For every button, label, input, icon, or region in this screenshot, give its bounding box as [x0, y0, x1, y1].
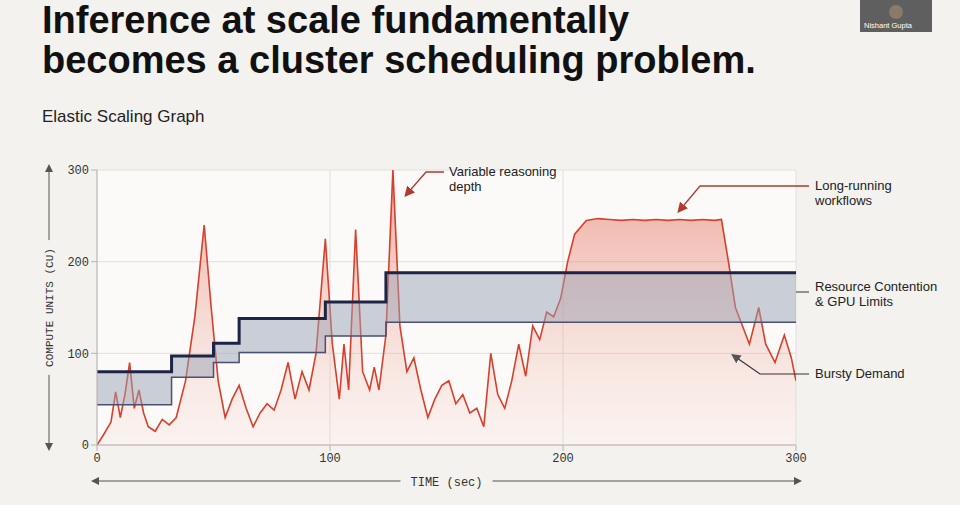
html-text:Inference at scale fundamental: Inference at scale fundamentally becomes…: [42, 0, 756, 81]
html-text:Elastic Scaling Graph: Elastic Scaling Graph: [42, 107, 205, 126]
svg-text:COMPUTE UNITS (CU): COMPUTE UNITS (CU): [44, 248, 56, 367]
svg-text:300: 300: [67, 164, 89, 178]
svg-text:0: 0: [93, 452, 100, 466]
svg-text:& GPU Limits: & GPU Limits: [815, 294, 894, 309]
svg-text:0: 0: [82, 439, 89, 453]
svg-text:depth: depth: [449, 179, 482, 194]
svg-text:Long-running: Long-running: [815, 178, 892, 193]
svg-text:Bursty Demand: Bursty Demand: [815, 366, 905, 381]
svg-text:300: 300: [785, 452, 807, 466]
svg-text:Nishant Gupta: Nishant Gupta: [864, 21, 913, 30]
svg-text:workflows: workflows: [814, 193, 873, 208]
svg-text:Resource Contention: Resource Contention: [815, 279, 937, 294]
svg-text:200: 200: [552, 452, 574, 466]
svg-text:Variable reasoning: Variable reasoning: [449, 164, 556, 179]
svg-text:100: 100: [67, 348, 89, 362]
svg-text:100: 100: [319, 452, 341, 466]
svg-text:200: 200: [67, 256, 89, 270]
svg-text:TIME (sec): TIME (sec): [410, 476, 482, 490]
